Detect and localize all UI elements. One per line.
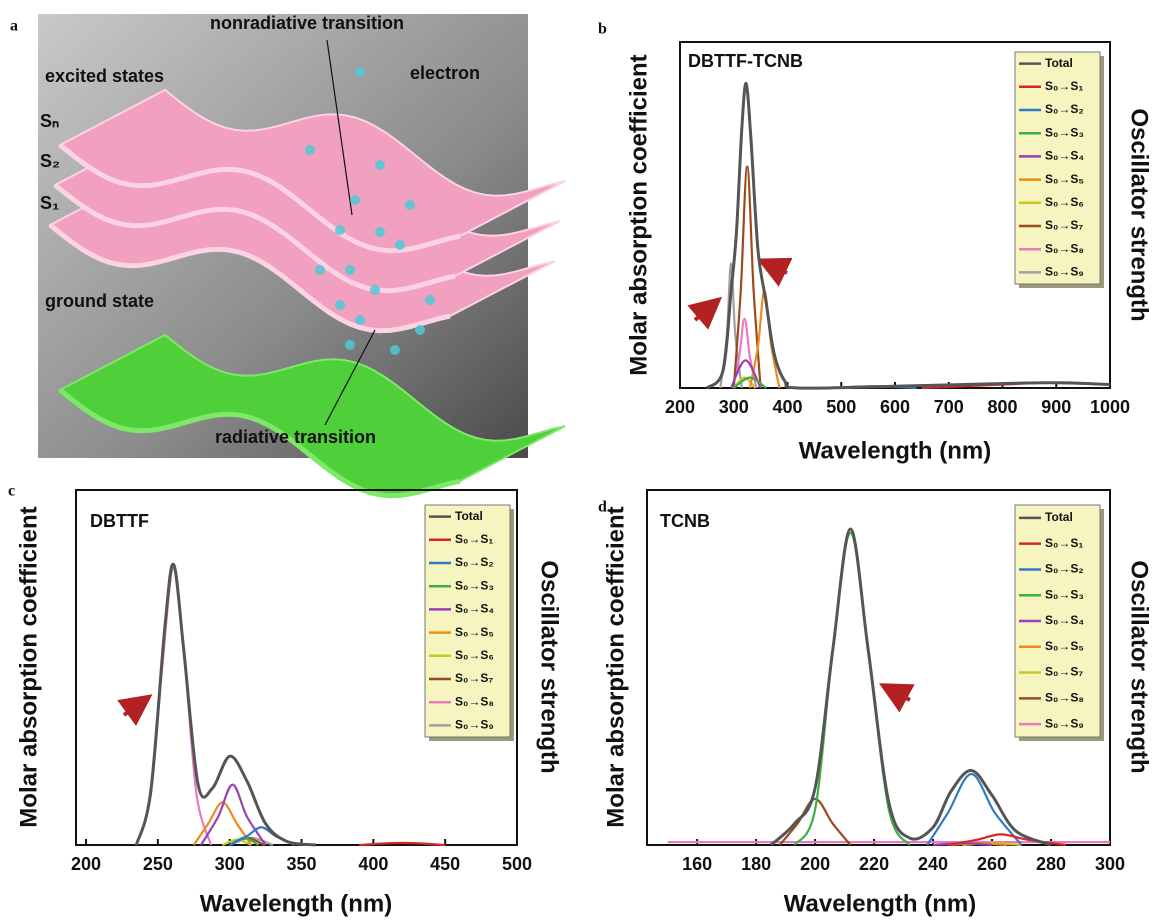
- legend-label: S₀→S₄: [1045, 149, 1084, 163]
- electron: [335, 225, 345, 235]
- legend-label: S₀→S₇: [1045, 218, 1083, 232]
- diagram-label: S₁: [40, 193, 59, 213]
- x-axis-label: Wavelength (nm): [200, 890, 392, 917]
- chart-title: DBTTF-TCNB: [688, 51, 803, 71]
- electron: [345, 265, 355, 275]
- series-line: [230, 827, 295, 845]
- legend-label: Total: [455, 509, 483, 523]
- x-tick-label: 240: [918, 854, 948, 874]
- legend-label: S₀→S₆: [455, 648, 494, 662]
- x-tick-label: 800: [987, 397, 1017, 417]
- x-tick-label: 160: [682, 854, 712, 874]
- legend-label: S₀→S₁: [1045, 79, 1083, 93]
- x-tick-label: 350: [287, 854, 317, 874]
- legend-label: S₀→S₈: [1045, 691, 1084, 705]
- legend-label: S₀→S₄: [1045, 613, 1084, 627]
- diagram-label: radiative transition: [215, 427, 376, 447]
- x-tick-label: 250: [143, 854, 173, 874]
- legend-label: S₀→S₉: [455, 718, 494, 732]
- series-line: [771, 529, 1051, 845]
- chart-title: DBTTF: [90, 511, 149, 531]
- x-tick-label: 600: [880, 397, 910, 417]
- x-tick-label: 500: [502, 854, 532, 874]
- electron: [335, 300, 345, 310]
- diagram-label: excited states: [45, 66, 164, 86]
- legend-label: S₀→S₉: [1045, 265, 1084, 279]
- legend-label: S₀→S₂: [1045, 562, 1084, 576]
- x-tick-label: 200: [800, 854, 830, 874]
- diagram-label: ground state: [45, 291, 154, 311]
- legend-label: S₀→S₉: [1045, 716, 1084, 730]
- y-axis-label: Molar absorption coefficient: [625, 54, 652, 375]
- series-line: [201, 785, 266, 845]
- legend-label: S₀→S₃: [455, 578, 494, 592]
- x-tick-label: 450: [430, 854, 460, 874]
- electron: [350, 195, 360, 205]
- x-axis-label: Wavelength (nm): [784, 890, 976, 917]
- x-tick-label: 400: [358, 854, 388, 874]
- legend-label: S₀→S₂: [1045, 102, 1084, 116]
- electron: [305, 145, 315, 155]
- y2-axis-label: Oscillator strength: [536, 560, 563, 773]
- electron: [345, 340, 355, 350]
- x-tick-label: 200: [71, 854, 101, 874]
- electron: [390, 345, 400, 355]
- panel-letter: c: [8, 483, 15, 500]
- legend-label: S₀→S₈: [1045, 241, 1084, 255]
- electron: [425, 295, 435, 305]
- panel-letter: a: [10, 18, 18, 35]
- electron: [355, 315, 365, 325]
- y-axis-label: Molar absorption coefficient: [602, 506, 629, 827]
- electron: [370, 285, 380, 295]
- legend-label: S₀→S₃: [1045, 125, 1084, 139]
- legend-label: S₀→S₁: [455, 532, 493, 546]
- legend-label: S₀→S₂: [455, 555, 494, 569]
- x-tick-label: 260: [977, 854, 1007, 874]
- electron: [315, 265, 325, 275]
- y-axis-label: Molar absorption coefficient: [15, 506, 42, 827]
- y2-axis-label: Oscillator strength: [1126, 560, 1153, 773]
- x-tick-label: 500: [826, 397, 856, 417]
- x-tick-label: 700: [934, 397, 964, 417]
- series-line: [136, 564, 316, 845]
- x-tick-label: 900: [1041, 397, 1071, 417]
- legend-label: S₀→S₈: [455, 694, 494, 708]
- diagram-label: Sₙ: [40, 111, 59, 131]
- x-tick-label: 300: [1095, 854, 1125, 874]
- legend-label: Total: [1045, 510, 1073, 524]
- electron: [405, 200, 415, 210]
- electron: [375, 160, 385, 170]
- x-axis-label: Wavelength (nm): [799, 437, 991, 464]
- legend-label: S₀→S₃: [1045, 587, 1084, 601]
- figure: a excited states Sₙ S₂ S₁ ground state n…: [0, 0, 1154, 922]
- x-tick-label: 200: [665, 397, 695, 417]
- legend-label: S₀→S₅: [455, 625, 494, 639]
- legend-label: S₀→S₅: [1045, 639, 1084, 653]
- legend-label: S₀→S₇: [455, 671, 493, 685]
- diagram-label: S₂: [40, 151, 60, 171]
- chart-title: TCNB: [660, 511, 710, 531]
- y2-axis-label: Oscillator strength: [1126, 108, 1153, 321]
- legend-label: S₀→S₄: [455, 602, 494, 616]
- panel-letter: b: [598, 21, 607, 38]
- legend-label: S₀→S₇: [1045, 665, 1083, 679]
- electron: [355, 67, 365, 77]
- electron: [375, 227, 385, 237]
- electron: [415, 325, 425, 335]
- legend-label: S₀→S₅: [1045, 172, 1084, 186]
- x-tick-label: 300: [215, 854, 245, 874]
- diagram-label: electron: [410, 63, 480, 83]
- x-tick-label: 180: [741, 854, 771, 874]
- page: a excited states Sₙ S₂ S₁ ground state n…: [0, 0, 1154, 922]
- x-tick-label: 220: [859, 854, 889, 874]
- legend-label: S₀→S₆: [1045, 195, 1084, 209]
- x-tick-label: 1000: [1090, 397, 1130, 417]
- legend-label: S₀→S₁: [1045, 536, 1083, 550]
- electron: [395, 240, 405, 250]
- x-tick-label: 280: [1036, 854, 1066, 874]
- x-tick-label: 300: [719, 397, 749, 417]
- diagram-label: nonradiative transition: [210, 13, 404, 33]
- legend-label: Total: [1045, 56, 1073, 70]
- x-tick-label: 400: [772, 397, 802, 417]
